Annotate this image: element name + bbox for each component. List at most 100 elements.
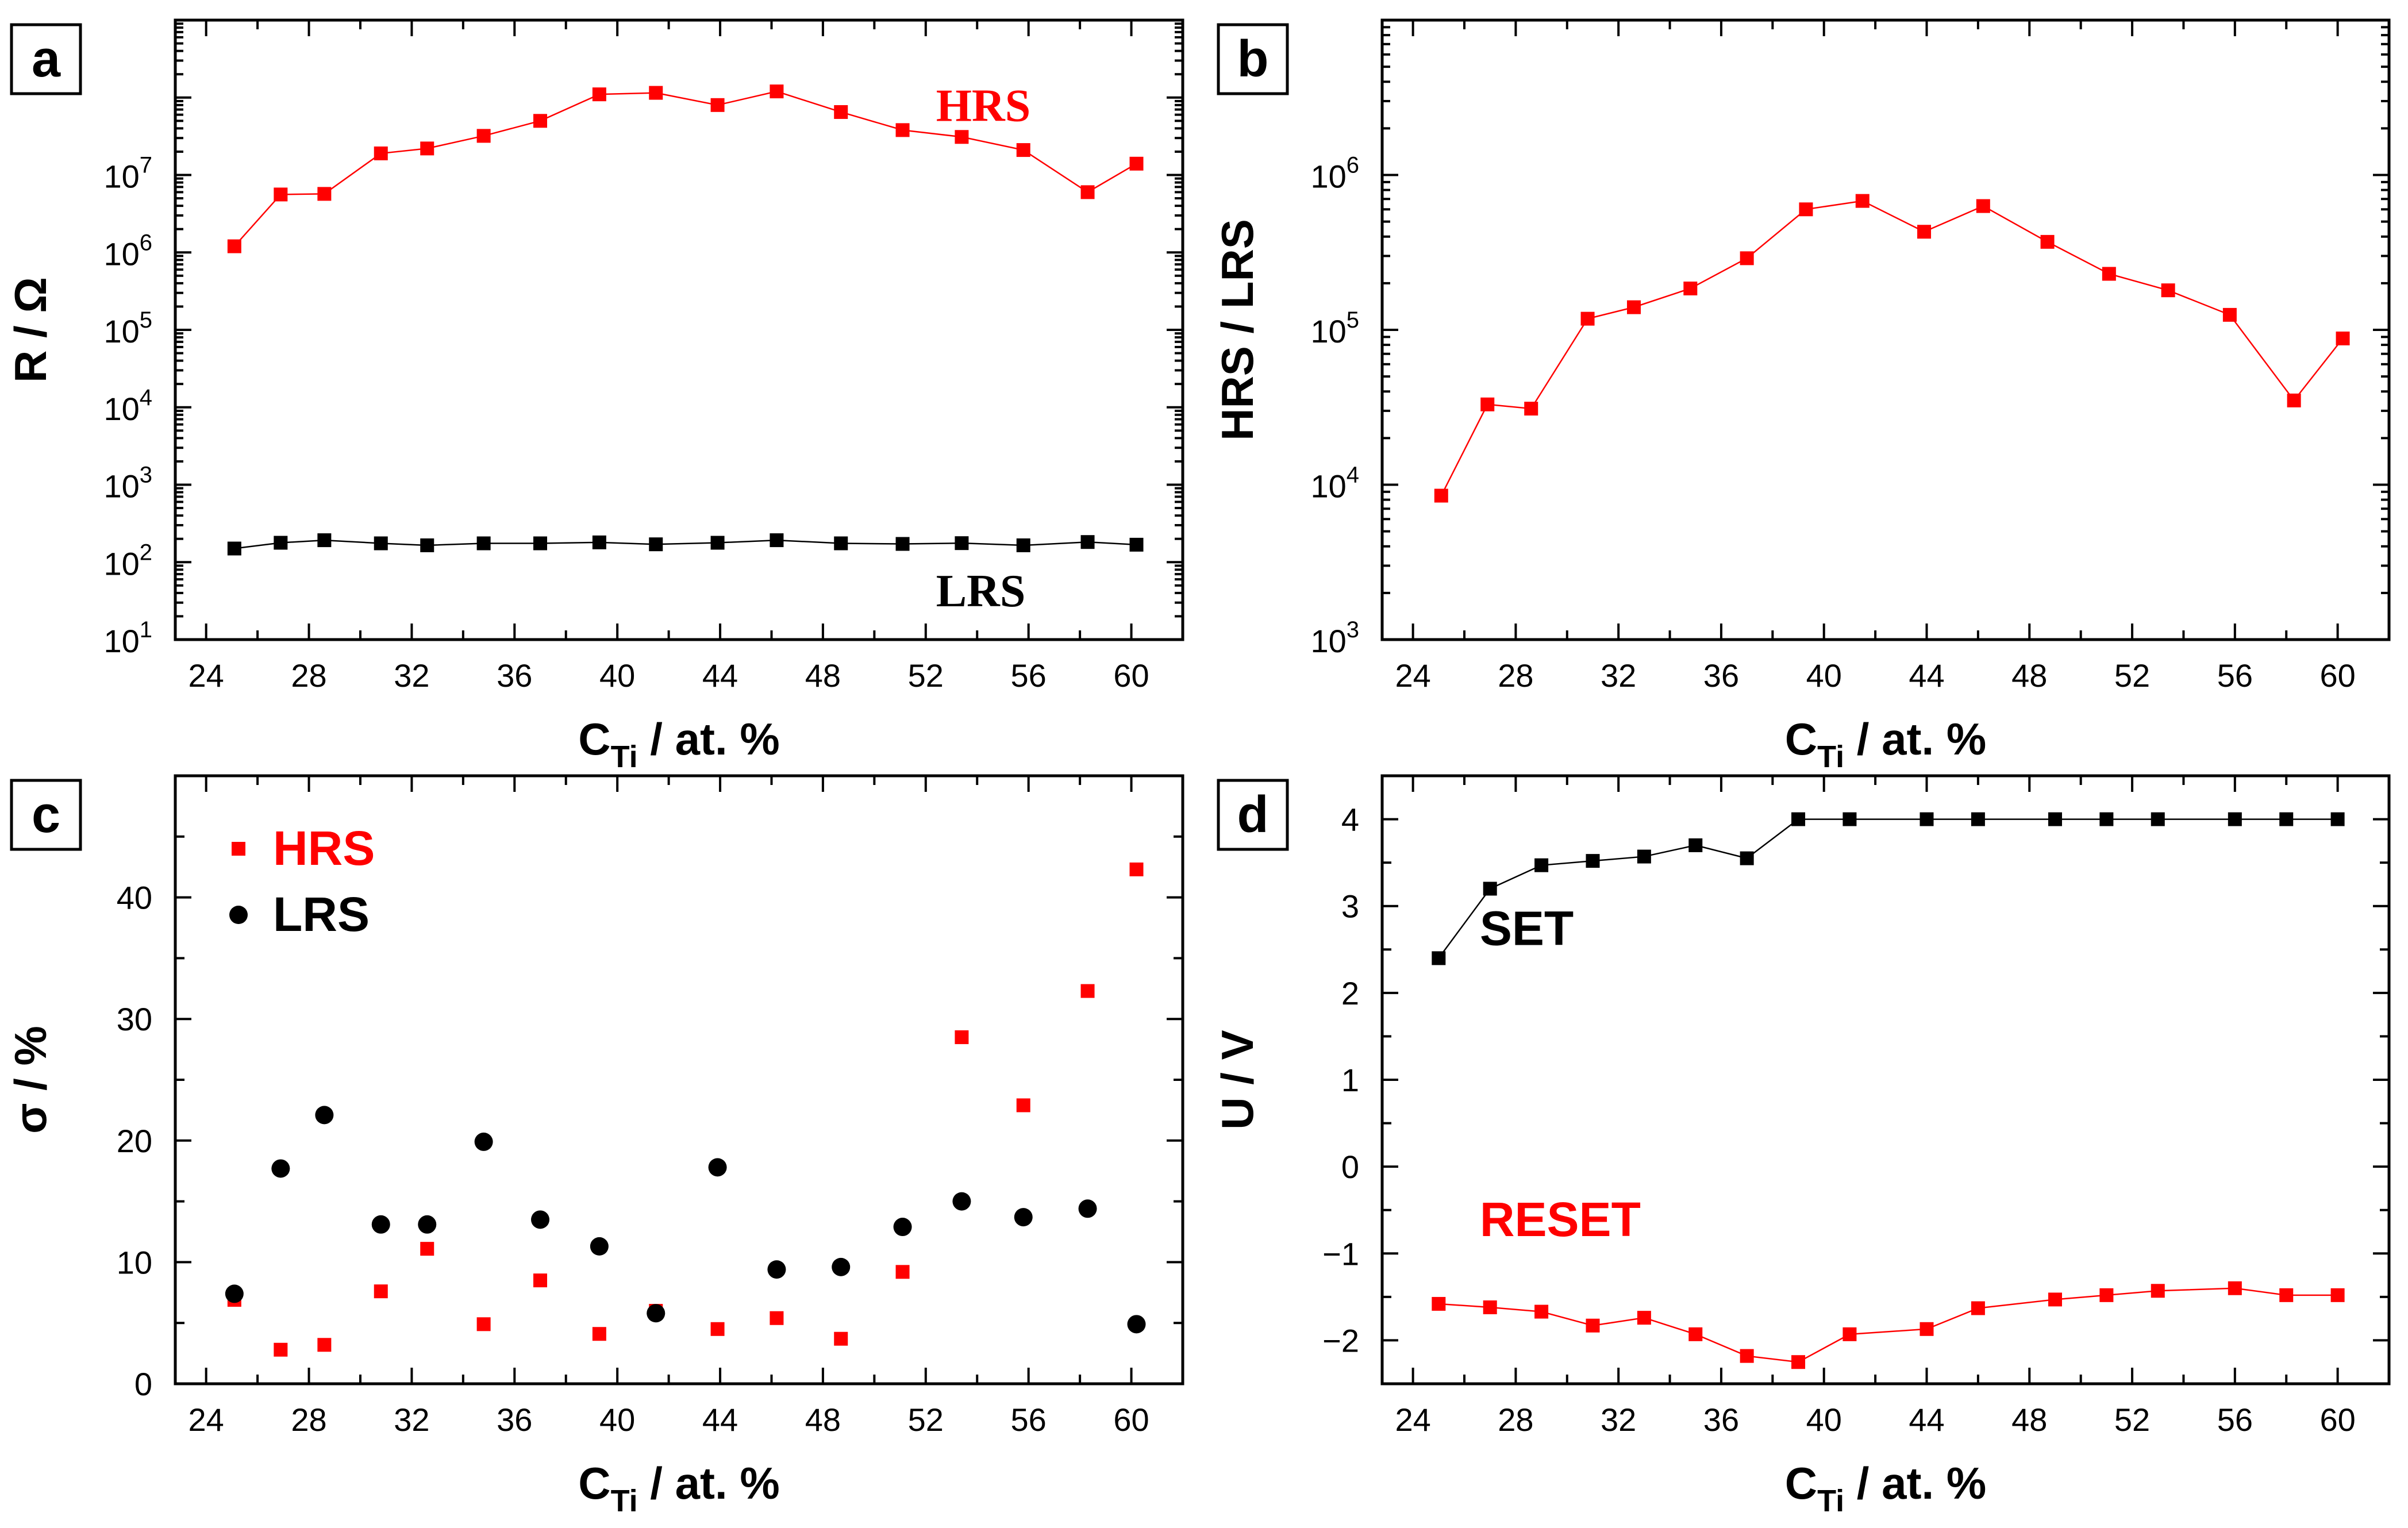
panel-c: 24 28 32 36 40 44 48 52 56 60 0 10 20 30 40 c CTi / at. … [5, 774, 1184, 1518]
data-point [1016, 143, 1030, 157]
data-point [710, 536, 725, 550]
y-tick-label: −2 [1322, 1322, 1359, 1358]
data-point [1483, 882, 1497, 896]
series-line [234, 539, 1137, 549]
data-point [2151, 1284, 2165, 1298]
panel-label: b [1237, 30, 1269, 88]
y-tick-label: 104 [103, 385, 152, 427]
data-point [1637, 849, 1651, 864]
data-point [225, 1284, 244, 1303]
data-point [1920, 1322, 1934, 1336]
data-point [531, 1210, 550, 1229]
data-point [476, 1317, 491, 1331]
data-point [2161, 283, 2175, 298]
data-point [955, 1030, 969, 1044]
data-point [274, 187, 288, 202]
x-tick-label: 36 [1703, 657, 1739, 694]
x-tick-label: 24 [1395, 1402, 1430, 1438]
y-tick-label: 107 [103, 153, 152, 195]
data-point [1740, 851, 1754, 865]
x-tick-label: 32 [394, 1402, 429, 1438]
data-point [1791, 1355, 1806, 1369]
data-point [1080, 535, 1095, 549]
y-axis-label: U / V [1212, 1030, 1263, 1129]
series-set [1432, 812, 2345, 965]
data-point [832, 1257, 851, 1276]
legend-marker [232, 842, 245, 856]
series-line [1440, 200, 2344, 496]
data-point [533, 536, 548, 551]
x-tick-label: 40 [1806, 1402, 1842, 1438]
x-axis-label-rest: / at. % [638, 1458, 780, 1508]
y-tick-label: 104 [1310, 463, 1359, 505]
data-point [708, 1158, 727, 1177]
x-axis-label-main: C [1785, 714, 1817, 764]
data-point [1524, 402, 1538, 416]
data-point [1920, 812, 1934, 826]
x-axis-label-rest: / at. % [1844, 1458, 1986, 1508]
x-tick-label: 24 [189, 1402, 224, 1438]
data-point [2151, 812, 2165, 826]
x-tick-label: 28 [291, 657, 326, 694]
y-tick-exponent: 3 [1347, 617, 1359, 642]
x-tick-label: 24 [1395, 657, 1430, 694]
y-tick-label: 0 [134, 1366, 152, 1402]
series-lrs [225, 1106, 1146, 1334]
data-point [834, 1331, 848, 1346]
y-tick-label: 105 [103, 307, 152, 349]
data-point [227, 239, 241, 253]
x-tick-label: 56 [1011, 657, 1047, 694]
data-point [1534, 858, 1549, 872]
series-line [1438, 1287, 2338, 1363]
data-point [2228, 812, 2242, 826]
x-tick-label: 52 [908, 1402, 944, 1438]
x-tick-label: 28 [1498, 1402, 1533, 1438]
x-tick-label: 32 [1601, 1402, 1636, 1438]
data-point [2287, 393, 2301, 407]
data-point [271, 1159, 290, 1178]
y-tick-exponent: 2 [140, 540, 152, 565]
y-tick-label: 106 [1310, 153, 1359, 195]
data-point [1740, 1349, 1754, 1363]
data-point [893, 1218, 912, 1237]
data-point [2279, 1288, 2294, 1302]
panel-label: c [32, 786, 60, 844]
data-point [1842, 1327, 1857, 1341]
x-tick-label: 44 [702, 657, 738, 694]
annotation-hrs: HRS [936, 80, 1031, 131]
panel-label-box [10, 779, 82, 851]
y-tick-label: 4 [1341, 802, 1359, 838]
y-tick-exponent: 4 [1347, 463, 1359, 488]
data-point [1791, 812, 1806, 826]
x-tick-label: 32 [394, 657, 429, 694]
data-point [420, 538, 434, 552]
data-point [2099, 812, 2114, 826]
data-point [317, 187, 332, 201]
data-point [1016, 1098, 1030, 1113]
data-point [1586, 1318, 1600, 1333]
x-tick-label: 36 [497, 1402, 532, 1438]
data-point [895, 537, 910, 551]
data-point [2228, 1281, 2242, 1295]
series-reset [1432, 1281, 2345, 1369]
data-point [647, 1304, 666, 1323]
data-point [1080, 185, 1095, 199]
data-point [2330, 812, 2345, 826]
x-tick-label: 60 [2319, 1402, 2355, 1438]
x-tick-label: 24 [189, 657, 224, 694]
data-point [1483, 1300, 1497, 1314]
x-axis-label: CTi / at. % [1785, 714, 1986, 774]
data-point [649, 86, 663, 100]
data-point [2279, 812, 2294, 826]
data-point [1080, 984, 1095, 998]
y-tick-label: 103 [103, 463, 152, 505]
data-point [770, 533, 784, 548]
y-tick-label: 3 [1341, 888, 1359, 925]
x-tick-label: 36 [497, 657, 532, 694]
data-point [955, 130, 969, 144]
x-axis-label: CTi / at. % [578, 1458, 779, 1518]
x-axis-label-main: C [578, 1458, 610, 1508]
data-point [1627, 300, 1641, 314]
y-tick-exponent: 5 [140, 307, 152, 333]
x-axis-label-main: C [578, 714, 610, 764]
